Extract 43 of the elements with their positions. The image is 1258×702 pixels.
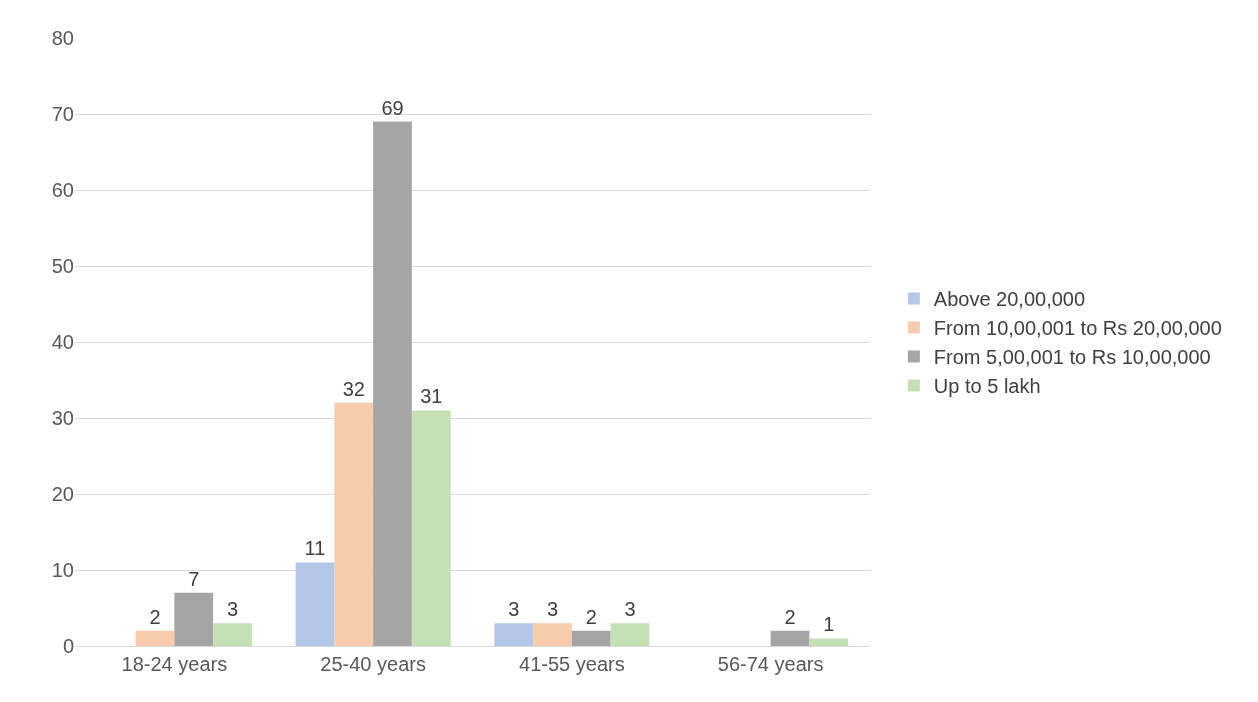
y-tick-label: 30	[51, 407, 74, 429]
legend-label: From 5,00,001 to Rs 10,00,000	[933, 346, 1211, 369]
data-label: 32	[342, 377, 365, 400]
data-label: 7	[188, 567, 200, 590]
y-tick-label: 10	[51, 559, 74, 581]
bar	[809, 638, 849, 646]
y-tick-label: 80	[51, 27, 74, 49]
x-tick-label: 25-40 years	[320, 653, 426, 675]
x-tick-label: 41-55 years	[519, 653, 625, 675]
data-label: 3	[508, 598, 520, 621]
bar	[295, 562, 335, 646]
bar	[571, 630, 611, 646]
data-label: 1	[823, 613, 835, 636]
bar	[770, 630, 810, 646]
y-tick-label: 0	[62, 635, 74, 657]
data-label: 11	[304, 537, 326, 560]
bar	[174, 592, 214, 646]
bar	[610, 623, 650, 646]
data-label: 3	[546, 598, 559, 621]
y-tick-label: 60	[51, 179, 74, 201]
y-tick-label: 20	[51, 483, 74, 505]
bar	[411, 410, 451, 646]
bar	[533, 623, 572, 646]
legend-label: From 10,00,001 to Rs 20,00,000	[933, 317, 1222, 340]
bar	[213, 623, 252, 646]
data-label: 2	[585, 605, 597, 628]
data-label: 2	[784, 605, 796, 628]
data-label: 2	[149, 605, 161, 628]
data-label: 3	[624, 598, 636, 621]
data-label: 3	[226, 598, 239, 621]
data-label: 31	[420, 385, 443, 408]
legend-label: Up to 5 lakh	[933, 375, 1041, 398]
x-tick-label: 18-24 years	[121, 653, 228, 675]
legend-label: Above 20,00,000	[933, 288, 1086, 311]
bar	[135, 630, 175, 646]
y-tick-label: 50	[51, 255, 74, 277]
bar	[494, 623, 534, 646]
y-tick-label: 70	[51, 103, 74, 125]
data-label: 69	[381, 96, 404, 119]
bar	[373, 121, 412, 646]
x-tick-label: 56-74 years	[717, 653, 824, 675]
y-tick-label: 40	[51, 331, 74, 353]
bar	[334, 402, 374, 646]
